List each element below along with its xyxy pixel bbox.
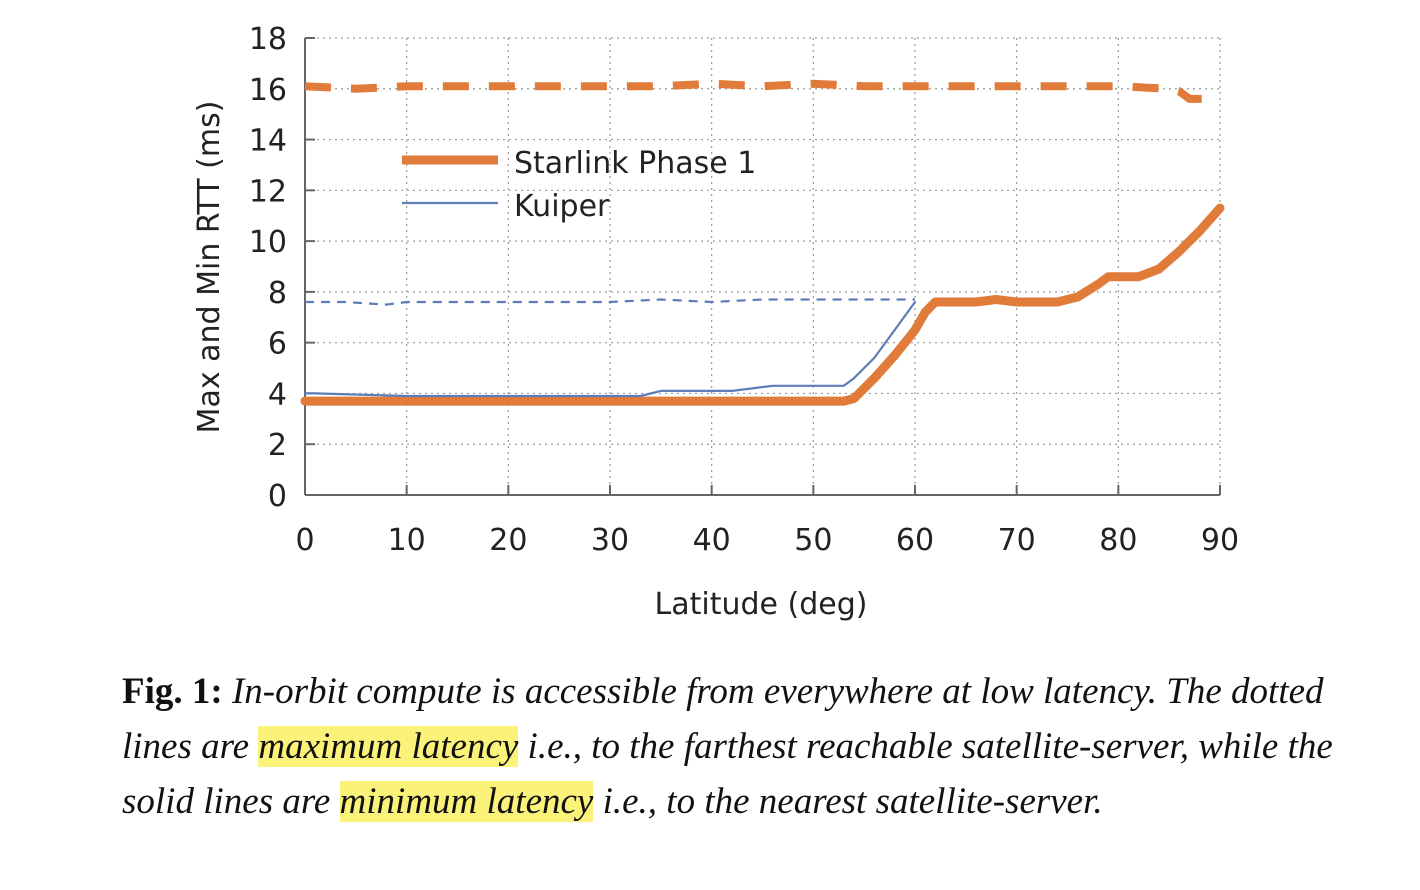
caption-highlight-max: maximum latency: [258, 726, 519, 767]
caption-text-2: i.e., to the farthest reachable satellit…: [122, 726, 1333, 822]
chart-ticks: 0 2 4 6 8 10 12 14 16 18 0 10 20 30 40 50 60 70 80 90: [249, 22, 1239, 558]
y-tick-label: 18: [249, 22, 287, 57]
x-tick-label: 30: [591, 523, 629, 558]
chart-legend: Starlink Phase 1 Kuiper: [402, 146, 756, 224]
y-axis-label: Max and Min RTT (ms): [192, 101, 227, 434]
series-line-starlink-min: [300, 203, 1225, 406]
y-tick-label: 6: [268, 327, 287, 362]
y-tick-label: 12: [249, 174, 287, 209]
x-tick-label: 50: [794, 523, 832, 558]
chart-axes: [304, 38, 1220, 496]
caption-text-3: i.e., to the nearest satellite-server.: [602, 781, 1103, 822]
caption-text-1: In-orbit compute is accessible from ever…: [122, 671, 1324, 767]
x-tick-label: 90: [1201, 523, 1239, 558]
x-tick-label: 70: [998, 523, 1036, 558]
series-line-starlink-max: [304, 79, 1220, 103]
chart-grid: [305, 37, 1221, 495]
series-line-kuiper-max: [305, 298, 915, 306]
legend-label-starlink: Starlink Phase 1: [514, 146, 756, 181]
x-tick-label: 40: [693, 523, 731, 558]
y-tick-label: 8: [268, 276, 287, 311]
caption-label: Fig. 1:: [122, 671, 223, 712]
x-tick-label: 60: [896, 523, 934, 558]
rtt-latitude-chart: 0 2 4 6 8 10 12 14 16 18 0 10 20 30 40 50 60 70 80 90 Starl…: [192, 22, 1239, 622]
x-tick-label: 10: [388, 523, 426, 558]
y-tick-label: 10: [249, 225, 287, 260]
x-tick-label: 20: [489, 523, 527, 558]
x-axis-label: Latitude (deg): [655, 587, 868, 622]
x-tick-label: 0: [295, 523, 314, 558]
series-line-kuiper-min: [303, 300, 917, 398]
y-tick-label: 4: [268, 377, 287, 412]
figure-caption: Fig. 1: In-orbit compute is accessible f…: [122, 664, 1352, 829]
y-tick-label: 2: [268, 428, 287, 463]
legend-label-kuiper: Kuiper: [514, 189, 610, 224]
caption-highlight-min: minimum latency: [339, 781, 594, 822]
chart-series: [300, 79, 1225, 406]
y-tick-label: 14: [249, 124, 287, 159]
y-tick-label: 16: [249, 73, 287, 108]
y-tick-label: 0: [268, 479, 287, 514]
x-tick-label: 80: [1099, 523, 1137, 558]
